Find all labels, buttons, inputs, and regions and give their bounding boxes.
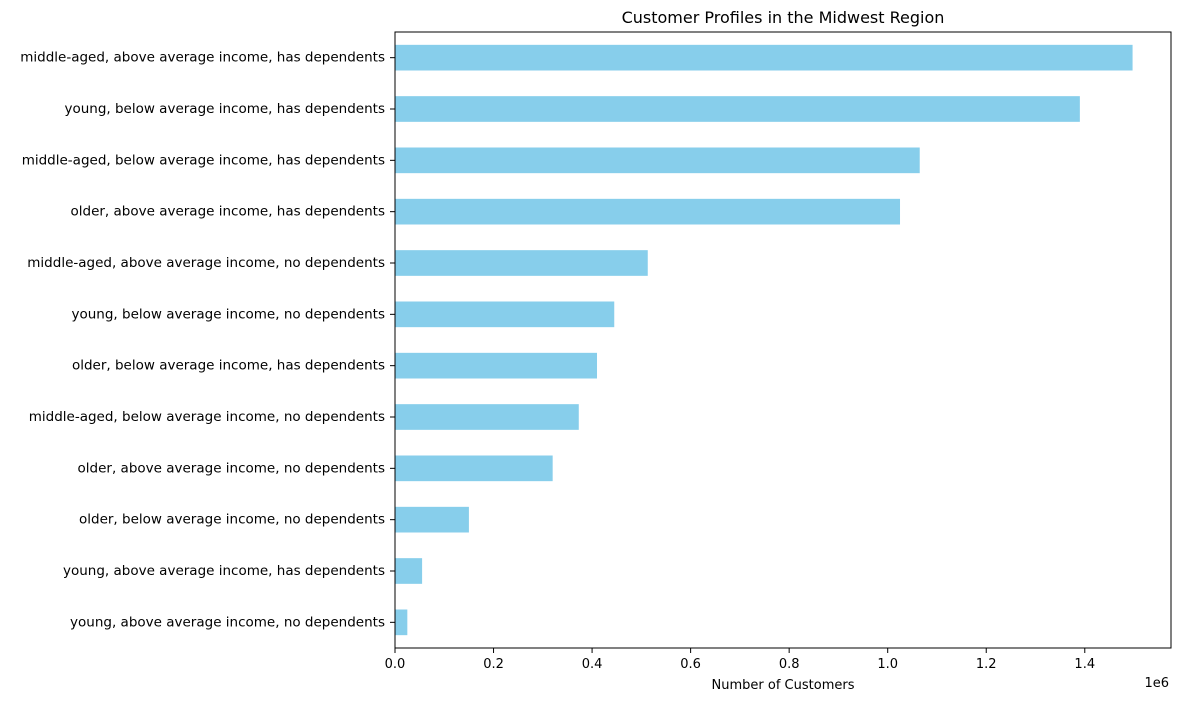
category-label: young, below average income, no dependen… (72, 306, 386, 322)
category-label: older, above average income, has depende… (70, 204, 385, 220)
bars-group (395, 44, 1133, 636)
chart-title: Customer Profiles in the Midwest Region (622, 8, 945, 27)
bar (395, 609, 408, 636)
category-label: young, above average income, has depende… (63, 563, 385, 579)
bar (395, 558, 423, 584)
category-label: young, below average income, has depende… (64, 101, 385, 117)
bar (395, 96, 1080, 122)
bar (395, 352, 598, 379)
x-tick-label: 1.4 (1074, 657, 1095, 672)
x-tick-label: 0.6 (680, 657, 701, 672)
bar (395, 147, 920, 174)
category-labels: middle-aged, above average income, has d… (20, 50, 395, 630)
x-tick-label: 0.0 (385, 657, 406, 672)
bar (395, 301, 615, 328)
category-label: middle-aged, above average income, has d… (20, 50, 385, 66)
bar (395, 455, 553, 482)
bar (395, 44, 1133, 71)
category-label: older, below average income, no dependen… (79, 512, 385, 528)
x-axis-label: Number of Customers (712, 678, 855, 693)
bar (395, 198, 901, 225)
category-label: older, above average income, no dependen… (78, 460, 385, 476)
category-label: middle-aged, below average income, has d… (22, 152, 385, 168)
x-tick-label: 1.2 (976, 657, 997, 672)
x-axis-offset-text: 1e6 (1144, 676, 1169, 691)
x-tick-label: 1.0 (877, 657, 898, 672)
x-tick-label: 0.2 (483, 657, 504, 672)
bar (395, 250, 648, 276)
x-axis-ticks: 0.0 0.2 0.4 0.6 0.8 1.0 1.2 1.4 (385, 648, 1095, 672)
bar (395, 506, 469, 533)
category-label: older, below average income, has depende… (72, 358, 385, 374)
category-label: middle-aged, below average income, no de… (29, 409, 385, 425)
category-label: young, above average income, no dependen… (70, 614, 385, 630)
bar (395, 404, 579, 430)
plot-frame (394, 31, 1172, 649)
x-tick-label: 0.8 (779, 657, 800, 672)
x-tick-label: 0.4 (582, 657, 603, 672)
category-label: middle-aged, above average income, no de… (27, 255, 385, 271)
